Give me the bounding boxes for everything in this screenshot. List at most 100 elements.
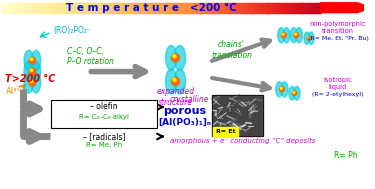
Ellipse shape <box>24 61 33 82</box>
Bar <box>64 3 65 13</box>
Circle shape <box>308 37 309 38</box>
Bar <box>51 3 53 13</box>
Bar <box>212 95 262 136</box>
Bar <box>216 3 217 13</box>
Bar <box>74 3 75 13</box>
Bar <box>237 3 238 13</box>
Ellipse shape <box>276 82 283 97</box>
Bar <box>310 3 311 13</box>
Bar <box>75 3 76 13</box>
Bar <box>92 3 93 13</box>
Bar <box>281 3 282 13</box>
Bar <box>125 3 126 13</box>
Bar <box>41 3 42 13</box>
Bar <box>251 3 252 13</box>
Ellipse shape <box>289 86 295 100</box>
Text: chains'
translation: chains' translation <box>211 40 252 60</box>
Bar <box>25 3 26 13</box>
Bar <box>186 3 188 13</box>
Bar <box>70 3 72 13</box>
Bar <box>150 3 152 13</box>
Bar <box>255 3 256 13</box>
Bar <box>196 3 197 13</box>
Bar <box>136 3 138 13</box>
Bar <box>291 3 292 13</box>
Bar <box>146 3 147 13</box>
Bar <box>200 3 201 13</box>
Bar <box>40 3 41 13</box>
Bar <box>66 3 68 13</box>
Text: R= Et: R= Et <box>216 129 236 134</box>
Circle shape <box>30 80 33 83</box>
Bar <box>219 3 221 13</box>
Bar <box>210 3 211 13</box>
Bar <box>290 3 291 13</box>
Bar <box>46 3 47 13</box>
Bar <box>117 3 118 13</box>
Bar <box>179 3 180 13</box>
Bar <box>175 3 176 13</box>
Bar <box>245 3 246 13</box>
Bar <box>241 3 242 13</box>
Bar <box>88 3 90 13</box>
Bar <box>116 3 117 13</box>
Bar <box>259 3 260 13</box>
Bar <box>84 3 86 13</box>
Bar <box>315 3 316 13</box>
Bar <box>107 3 108 13</box>
Bar <box>192 3 193 13</box>
Bar <box>126 3 127 13</box>
Bar <box>206 3 207 13</box>
Text: – [radicals]: – [radicals] <box>82 132 125 141</box>
Bar <box>101 3 103 13</box>
Bar <box>198 3 200 13</box>
Circle shape <box>173 55 176 58</box>
Bar <box>120 3 121 13</box>
Bar <box>263 3 264 13</box>
Ellipse shape <box>174 69 186 94</box>
Bar <box>60 3 61 13</box>
Bar <box>170 3 171 13</box>
Bar <box>300 3 302 13</box>
Bar <box>73 3 74 13</box>
Bar <box>130 3 131 13</box>
Bar <box>224 3 225 13</box>
Bar <box>258 3 259 13</box>
Bar <box>38 3 39 13</box>
Bar <box>57 3 58 13</box>
Circle shape <box>294 33 299 38</box>
Bar <box>17 3 18 13</box>
Bar <box>212 95 262 136</box>
Bar <box>238 3 240 13</box>
Bar <box>142 3 143 13</box>
Circle shape <box>282 33 284 35</box>
Bar <box>247 3 248 13</box>
Bar <box>303 3 304 13</box>
Bar <box>242 3 243 13</box>
Bar <box>254 3 255 13</box>
Bar <box>166 3 168 13</box>
Circle shape <box>280 87 282 89</box>
Bar <box>39 3 40 13</box>
Circle shape <box>307 36 311 40</box>
Bar <box>95 3 96 13</box>
Bar <box>98 3 99 13</box>
Bar <box>270 3 271 13</box>
Bar <box>314 3 315 13</box>
Bar <box>3 3 5 13</box>
Bar <box>114 3 116 13</box>
Bar <box>156 3 157 13</box>
Bar <box>99 3 100 13</box>
Bar <box>31 3 32 13</box>
Text: amorphous + e⁻ conducting “C” deposits: amorphous + e⁻ conducting “C” deposits <box>170 138 315 144</box>
Bar <box>267 3 268 13</box>
Bar <box>251 3 253 13</box>
Bar <box>276 3 277 13</box>
Bar <box>34 3 36 13</box>
Ellipse shape <box>281 82 288 97</box>
Text: R= Me, Ph: R= Me, Ph <box>86 142 122 148</box>
Bar <box>91 3 92 13</box>
Ellipse shape <box>31 50 40 71</box>
Bar <box>47 3 48 13</box>
Bar <box>106 3 107 13</box>
